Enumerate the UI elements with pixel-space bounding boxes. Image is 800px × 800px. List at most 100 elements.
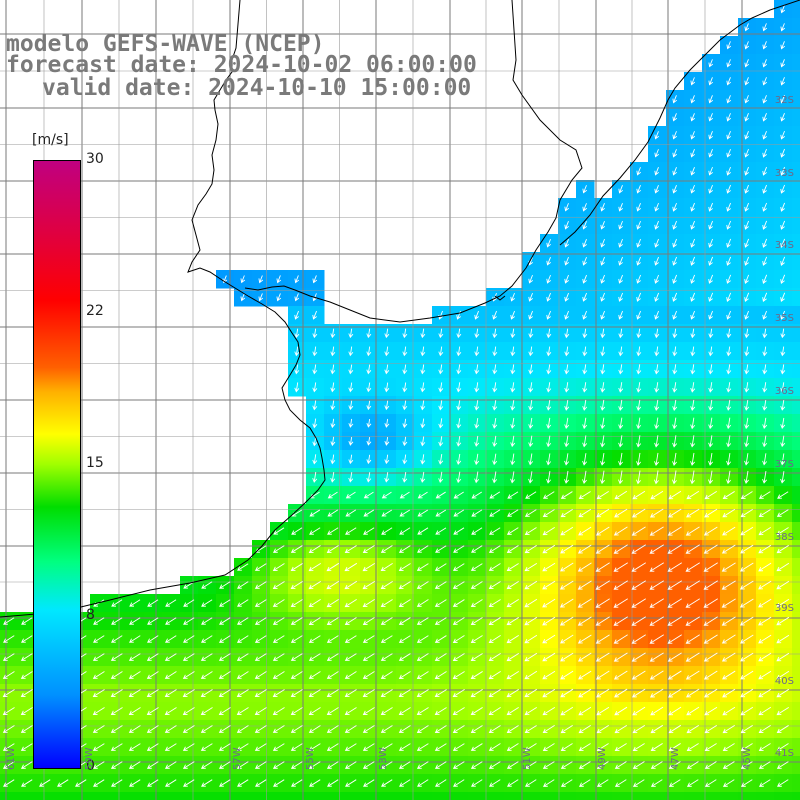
wind-arrow	[470, 617, 483, 625]
wind-arrow	[312, 346, 318, 357]
wind-arrow	[672, 417, 678, 430]
wind-arrow	[219, 581, 231, 589]
wind-arrow	[762, 95, 768, 104]
wind-arrow	[726, 364, 732, 375]
wind-arrow	[776, 580, 790, 590]
wind-arrow	[471, 509, 483, 517]
wind-arrow	[254, 653, 267, 661]
wind-arrow	[600, 310, 605, 320]
wind-arrow	[330, 418, 336, 429]
wind-speed-cell	[684, 792, 703, 800]
wind-arrow	[434, 707, 447, 716]
wind-arrow	[308, 707, 321, 715]
wind-arrow	[402, 436, 408, 447]
wind-arrow	[200, 635, 213, 643]
wind-arrow	[2, 707, 15, 715]
wind-arrow	[762, 310, 767, 320]
wind-arrow	[489, 527, 501, 535]
wind-arrow	[182, 689, 195, 697]
wind-arrow	[416, 707, 429, 715]
wind-arrow	[636, 238, 641, 248]
wind-arrow	[649, 526, 664, 536]
wind-arrow	[618, 238, 623, 248]
wind-arrow	[362, 599, 375, 608]
wind-arrow	[600, 364, 606, 375]
wind-arrow	[363, 509, 375, 517]
wind-arrow	[308, 599, 321, 608]
wind-speed-cell	[612, 792, 631, 800]
lat-label-39s: 39S	[774, 603, 794, 614]
wind-arrow	[744, 328, 750, 339]
wind-arrow	[564, 382, 570, 393]
wind-arrow	[381, 509, 393, 517]
wind-speed-cell	[792, 522, 800, 541]
wind-arrow	[384, 472, 390, 483]
wind-arrow	[348, 472, 354, 483]
wind-arrow	[582, 328, 588, 339]
wind-arrow	[294, 275, 300, 284]
wind-arrow	[632, 508, 646, 518]
wind-speed-cell	[198, 792, 217, 800]
wind-arrow	[780, 274, 786, 284]
wind-arrow	[744, 435, 750, 448]
wind-arrow	[327, 779, 339, 787]
wind-arrow	[744, 382, 750, 393]
wind-speed-cell	[594, 792, 613, 800]
wind-arrow	[636, 256, 641, 266]
wind-arrow	[758, 743, 771, 751]
wind-arrow	[236, 743, 249, 751]
wind-arrow	[672, 131, 678, 140]
wind-speed-cell	[792, 486, 800, 505]
wind-arrow	[492, 364, 498, 375]
wind-arrow	[488, 617, 501, 626]
wind-arrow	[654, 292, 660, 302]
wind-arrow	[578, 508, 592, 518]
wind-speed-cell	[180, 792, 199, 800]
wind-arrow	[686, 743, 699, 752]
wind-arrow	[614, 743, 627, 752]
wind-arrow	[92, 725, 105, 733]
wind-arrow	[272, 707, 285, 715]
wind-arrow	[672, 310, 677, 320]
wind-arrow	[762, 346, 768, 357]
wind-arrow	[780, 23, 786, 32]
wind-arrow	[420, 364, 426, 375]
wind-arrow	[762, 470, 768, 484]
wind-speed-cell	[792, 540, 800, 559]
wind-arrow	[506, 527, 519, 535]
wind-arrow	[721, 580, 736, 590]
wind-arrow	[722, 779, 735, 787]
wind-arrow	[416, 761, 429, 769]
wind-arrow	[21, 779, 33, 787]
wind-arrow	[291, 527, 303, 535]
wind-arrow	[290, 581, 303, 590]
wind-arrow	[726, 220, 731, 230]
wind-arrow	[308, 761, 321, 769]
wind-arrow	[546, 310, 551, 320]
wind-arrow	[722, 526, 736, 536]
wind-arrow	[219, 779, 231, 787]
wind-arrow	[344, 653, 357, 661]
wind-arrow	[312, 471, 318, 483]
wind-arrow	[236, 707, 249, 715]
wind-arrow	[492, 292, 497, 302]
wind-arrow	[726, 453, 732, 466]
wind-speed-cell	[396, 792, 415, 800]
wind-arrow	[690, 274, 696, 284]
wind-arrow	[744, 346, 750, 357]
wind-arrow	[703, 652, 718, 662]
wind-arrow	[708, 166, 713, 176]
wind-arrow	[726, 202, 731, 212]
wind-arrow	[776, 779, 789, 787]
wind-arrow	[272, 563, 285, 571]
wind-speed-cell	[792, 630, 800, 649]
wind-speed-cell	[504, 792, 523, 800]
wind-arrow	[402, 472, 408, 483]
wind-arrow	[542, 670, 556, 680]
wind-arrow	[667, 580, 682, 590]
wind-arrow	[578, 670, 592, 680]
wind-arrow	[739, 616, 754, 626]
wind-arrow	[722, 706, 736, 716]
wind-arrow	[258, 275, 264, 284]
wind-arrow	[776, 761, 789, 769]
